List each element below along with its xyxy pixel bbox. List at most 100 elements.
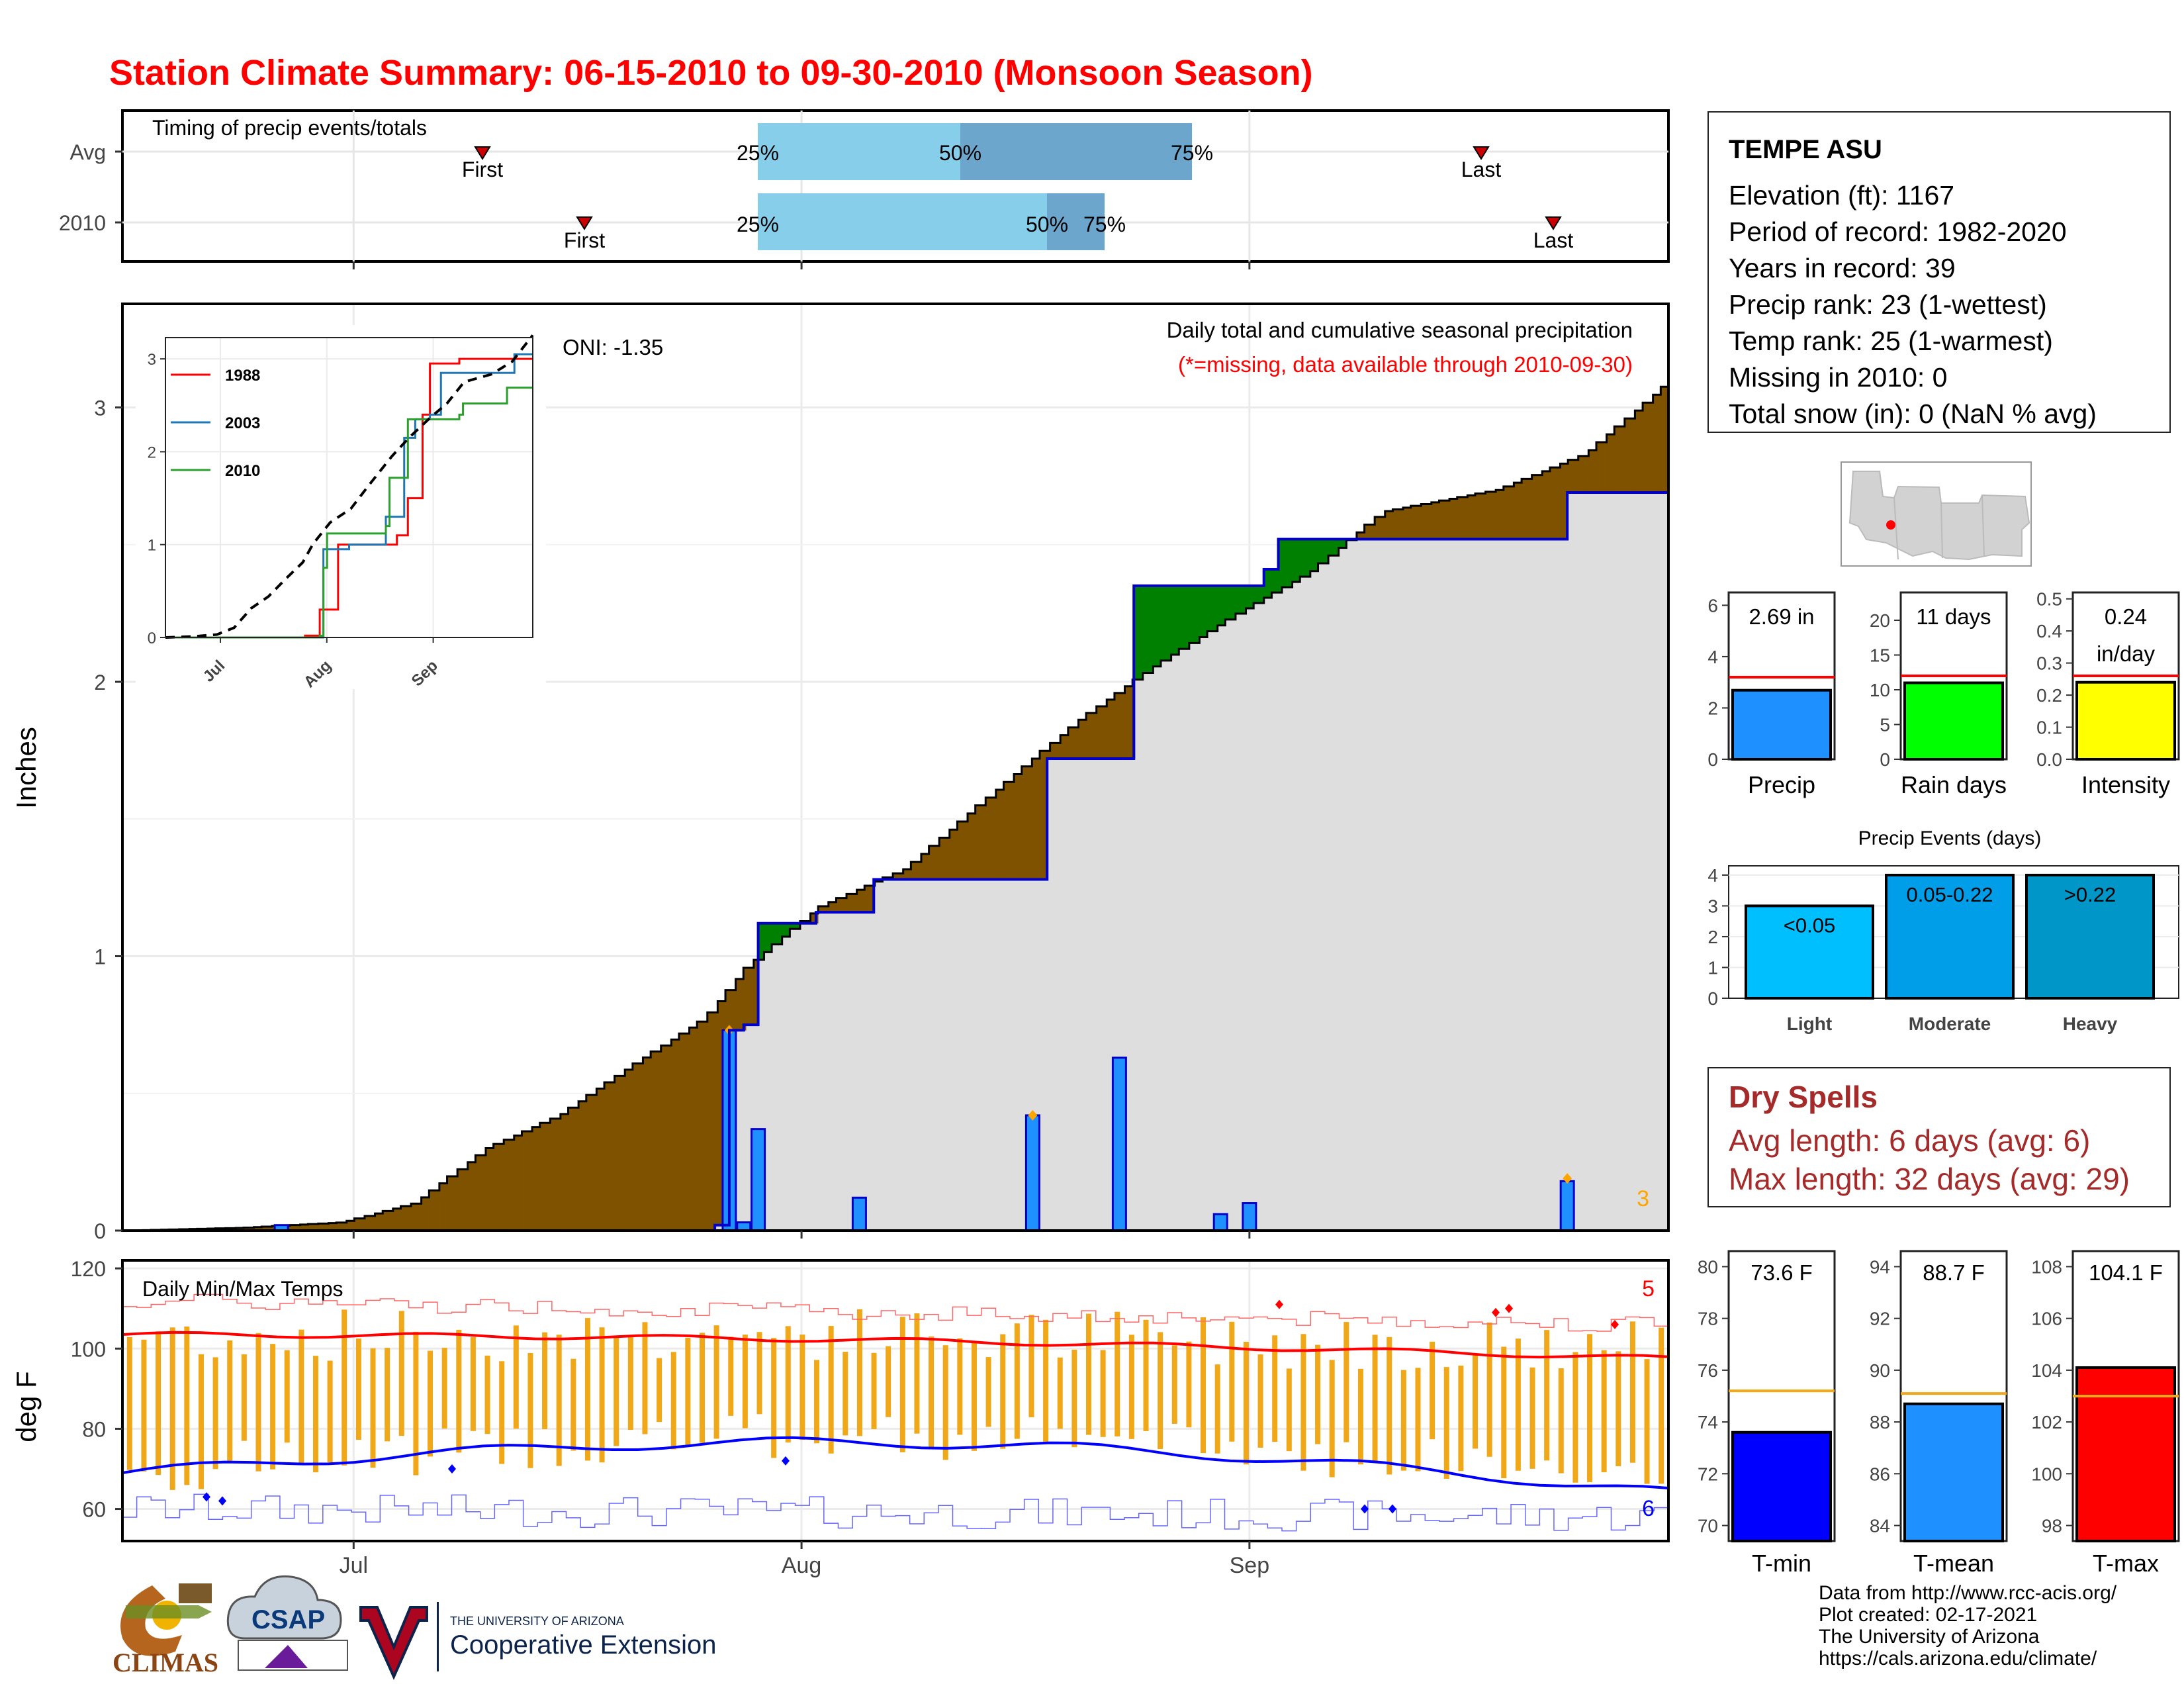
station-period: Period of record: 1982-2020	[1729, 216, 2067, 247]
raindays-tick-0: 0	[1880, 749, 1890, 770]
daily-temp-bar	[642, 1322, 648, 1434]
main-ytick-2: 2	[94, 671, 106, 694]
tmean-label: T-mean	[1913, 1550, 1994, 1577]
record-min-line	[122, 1493, 1668, 1532]
daily-temp-bar	[713, 1325, 719, 1439]
avg-first-marker	[474, 146, 491, 160]
tmax-tick-104: 104	[2031, 1360, 2062, 1381]
station-precip-rank: Precip rank: 23 (1-wettest)	[1729, 289, 2047, 320]
daily-temp-bar	[771, 1338, 777, 1458]
tmin-bar	[1731, 1430, 1832, 1542]
daily-temp-bar	[1057, 1357, 1063, 1429]
raindays-tick-5: 5	[1880, 715, 1890, 735]
avg-25-50-bar	[758, 123, 960, 180]
events-tick-2: 2	[1707, 927, 1718, 947]
daily-temp-bar	[942, 1345, 948, 1460]
inset-bg	[136, 325, 546, 689]
daily-precip-bar	[1212, 1213, 1228, 1232]
daily-temp-bar	[599, 1327, 605, 1463]
tmax-bar	[2075, 1366, 2176, 1543]
credit-univ: The University of Arizona	[1819, 1626, 2040, 1648]
record-marker	[1563, 1173, 1572, 1184]
daily-temp-bar	[1572, 1352, 1578, 1483]
daily-temp-bar	[1357, 1368, 1363, 1465]
daily-temp-bar	[284, 1350, 290, 1443]
daily-temp-bar	[556, 1335, 562, 1466]
tmean-tick-88: 88	[1870, 1412, 1890, 1432]
credit-source: Data from http://www.rcc-acis.org/	[1819, 1582, 2117, 1604]
inset-ytick-0: 0	[148, 630, 156, 647]
daily-temp-bar	[1000, 1334, 1006, 1449]
daily-temp-bar	[1315, 1344, 1321, 1444]
y2010-p50-label: 50%	[1026, 212, 1068, 236]
events-tick-4: 4	[1707, 865, 1718, 886]
daily-temp-bar	[1300, 1334, 1306, 1471]
dry-spells-max: Max length: 32 days (avg: 29)	[1729, 1162, 2130, 1196]
precip-tick-0: 0	[1707, 749, 1718, 770]
precip-panel: Daily total and cumulative seasonal prec…	[11, 303, 1670, 1243]
record-high-marker	[1505, 1303, 1513, 1313]
tmax-value: 104.1 F	[2089, 1260, 2163, 1285]
xtick-Jul: Jul	[340, 1553, 368, 1578]
timing-row-label-0: Avg	[69, 140, 106, 164]
daily-temp-bar	[957, 1338, 963, 1435]
record-high-marker	[1611, 1319, 1619, 1329]
events-tick-1: 1	[1707, 957, 1718, 978]
average-cumulative-line	[122, 385, 1668, 1232]
xtick-Sep: Sep	[1230, 1553, 1270, 1578]
daily-temp-bar	[1343, 1322, 1349, 1442]
record-max-line	[122, 1293, 1668, 1332]
daily-temp-bar	[971, 1341, 977, 1451]
intensity-tick-0.4: 0.4	[2036, 621, 2062, 641]
main-ytick-0: 0	[94, 1219, 106, 1243]
tmin-tick-78: 78	[1698, 1309, 1718, 1329]
daily-temp-bar	[614, 1335, 619, 1446]
cumulative-2010-line	[122, 491, 1668, 1232]
precip-panel-title: Daily total and cumulative seasonal prec…	[1167, 318, 1633, 342]
daily-temp-bar	[856, 1309, 862, 1436]
daily-temp-bar	[1415, 1368, 1421, 1472]
daily-temp-bar	[1544, 1330, 1550, 1461]
daily-temp-bar	[355, 1338, 361, 1440]
daily-temp-bar	[441, 1348, 447, 1429]
daily-precip-bar	[1111, 1056, 1127, 1232]
inset-legend-2003: 2003	[225, 414, 260, 432]
daily-temp-bar	[1659, 1327, 1664, 1484]
avg-min-temp-line	[122, 1436, 1669, 1489]
daily-temp-bar	[742, 1335, 748, 1429]
temp-y-axis-label: deg F	[11, 1371, 42, 1442]
daily-temp-bar	[1486, 1322, 1492, 1457]
avg-p50-label: 50%	[939, 141, 981, 165]
precip-label: Precip	[1748, 771, 1815, 798]
inset-ytick-3: 3	[148, 351, 156, 369]
raindays-value-0: 11 days	[1916, 604, 1991, 629]
daily-temp-bar	[241, 1354, 247, 1441]
y-axis-label: Inches	[11, 727, 42, 809]
inset-line-2010	[165, 387, 533, 639]
raindays-tick-10: 10	[1870, 680, 1890, 700]
avg-last-label: Last	[1461, 158, 1502, 181]
daily-temp-bar	[385, 1348, 390, 1442]
daily-temp-bar	[584, 1318, 590, 1461]
station-name: TEMPE ASU	[1729, 135, 1882, 164]
daily-temp-bar	[1529, 1367, 1535, 1469]
inset-frame	[165, 337, 533, 638]
events-bar-heavy	[2025, 873, 2155, 1000]
daily-temp-bar	[1443, 1367, 1449, 1479]
daily-temp-bar	[1272, 1335, 1278, 1442]
daily-temp-bar	[513, 1325, 519, 1429]
y2010-25-50-bar	[758, 193, 1047, 250]
record-high-marker	[1492, 1307, 1500, 1317]
daily-temp-bar	[1587, 1334, 1593, 1482]
events-label-light: Light	[1787, 1013, 1832, 1034]
timing-panel: Timing of precip events/totals Avg 2010 25…	[59, 109, 1670, 263]
daily-temp-bar	[1115, 1311, 1120, 1436]
daily-temp-bar	[341, 1309, 347, 1466]
daily-temp-bar	[1629, 1321, 1635, 1463]
temp-ytick-100: 100	[71, 1337, 106, 1361]
daily-precip-bar	[1242, 1202, 1257, 1232]
daily-temp-bar	[1028, 1315, 1034, 1418]
y2010-p25-label: 25%	[737, 212, 779, 236]
xtick-Aug: Aug	[782, 1553, 822, 1578]
